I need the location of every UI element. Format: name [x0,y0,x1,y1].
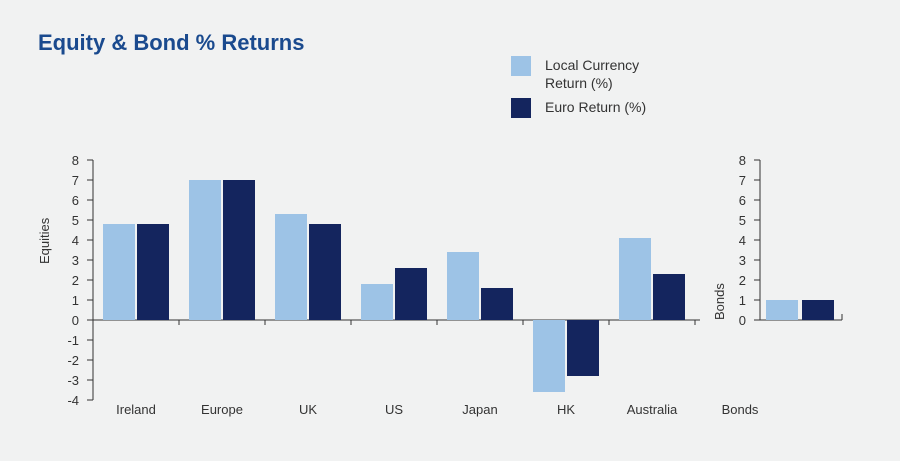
category-label-uk: UK [299,402,317,417]
bonds-y-tick-label: 2 [739,273,746,288]
chart-title: Equity & Bond % Returns [38,30,305,55]
bar-local-hk [533,320,565,392]
legend-item-local: Local Currency Return (%) [511,56,665,92]
category-label-australia: Australia [627,402,678,417]
equities-y-tick-label: 4 [72,233,79,248]
legend-label-local-line1: Local Currency [545,57,640,73]
bonds-y-tick-label: 7 [739,173,746,188]
bar-euro-uk [309,224,341,320]
bar-local-japan [447,252,479,320]
category-label-bonds: Bonds [722,402,759,417]
equities-y-tick-label: 6 [72,193,79,208]
equities-y-tick-label: 5 [72,213,79,228]
bar-local-ireland [103,224,135,320]
bonds-y-tick-label: 3 [739,253,746,268]
legend-label-local-line2: Return (%) [545,75,613,91]
bar-euro-us [395,268,427,320]
equities-y-tick-label: -1 [67,333,79,348]
bar-local-uk [275,214,307,320]
equities-y-tick-label: 0 [72,313,79,328]
bar-local-bonds [766,300,798,320]
bar-euro-australia [653,274,685,320]
bonds-y-tick-label: 6 [739,193,746,208]
bar-euro-hk [567,320,599,376]
bar-local-australia [619,238,651,320]
equities-y-tick-label: 7 [72,173,79,188]
category-label-ireland: Ireland [116,402,156,417]
equities-y-tick-label: 3 [72,253,79,268]
category-label-japan: Japan [462,402,497,417]
bonds-y-tick-label: 8 [739,153,746,168]
legend-swatch-local [511,56,531,76]
bonds-y-tick-label: 5 [739,213,746,228]
equities-y-tick-label: 8 [72,153,79,168]
bonds-y-tick-label: 0 [739,313,746,328]
legend-label-euro: Euro Return (%) [545,99,647,115]
bar-local-europe [189,180,221,320]
category-label-europe: Europe [201,402,243,417]
bar-euro-japan [481,288,513,320]
bar-local-us [361,284,393,320]
category-label-us: US [385,402,403,417]
bonds-y-tick-label: 4 [739,233,746,248]
bar-euro-ireland [137,224,169,320]
equities-y-tick-label: -2 [67,353,79,368]
bar-euro-europe [223,180,255,320]
bar-euro-bonds [802,300,834,320]
equities-y-tick-label: 1 [72,293,79,308]
legend-swatch-euro [511,98,531,118]
legend-label-local: Local Currency Return (%) [545,56,665,92]
equities-y-tick-label: -4 [67,393,79,408]
bonds-y-tick-label: 1 [739,293,746,308]
equities-y-tick-label: 2 [72,273,79,288]
equities-y-tick-label: -3 [67,373,79,388]
category-label-hk: HK [557,402,575,417]
legend-item-euro: Euro Return (%) [511,98,665,118]
